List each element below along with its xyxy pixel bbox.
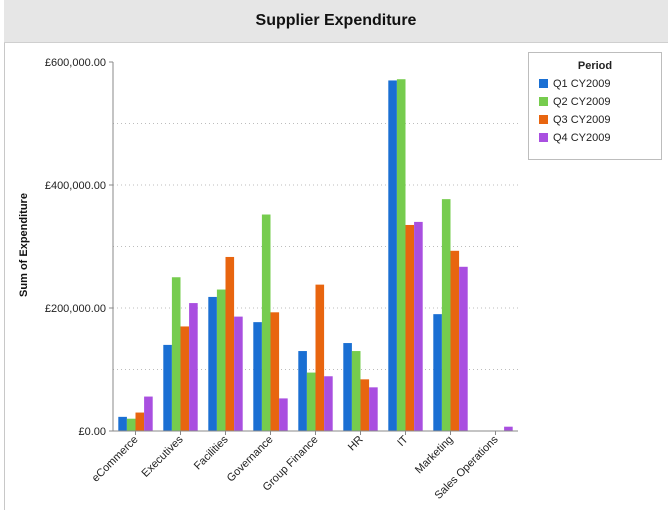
bar [234, 316, 243, 431]
legend-label: Q2 CY2009 [553, 96, 611, 108]
bar [396, 79, 406, 431]
bar [414, 221, 423, 431]
bar [405, 224, 415, 431]
bar [253, 322, 262, 431]
x-tick-label: Facilities [192, 433, 231, 472]
chart-title: Supplier Expenditure [255, 12, 417, 29]
bar [135, 412, 145, 431]
legend-swatch [539, 133, 548, 142]
x-tick-label: Executives [140, 433, 186, 479]
bar [433, 314, 442, 431]
x-tick-label: Marketing [413, 434, 456, 477]
bar [126, 418, 136, 431]
bar [306, 372, 316, 431]
legend-label: Q4 CY2009 [553, 132, 611, 144]
bar [360, 379, 370, 431]
x-tick-label: eCommerce [90, 434, 141, 485]
bar [208, 296, 217, 431]
bar [459, 266, 468, 431]
y-tick-label: £600,000.00 [45, 57, 106, 69]
legend-swatch [539, 97, 548, 106]
legend-label: Q3 CY2009 [553, 114, 611, 126]
bar [343, 343, 352, 431]
legend-item: Q3 CY2009 [529, 111, 661, 129]
bar [189, 303, 198, 431]
x-tick-label: IT [395, 433, 411, 449]
x-tick-label: HR [346, 434, 366, 454]
bar [163, 344, 172, 431]
bar [441, 199, 451, 431]
bar [261, 214, 271, 431]
legend-item: Q4 CY2009 [529, 129, 661, 147]
bar [279, 398, 288, 431]
bar [270, 312, 280, 431]
bar [351, 351, 361, 431]
bar [315, 284, 325, 431]
legend-title: Period [577, 60, 613, 72]
bar [388, 80, 397, 431]
bar [298, 351, 307, 431]
legend-swatch [539, 115, 548, 124]
legend-item: Q2 CY2009 [529, 93, 661, 111]
bar [118, 416, 127, 431]
bar [144, 396, 153, 431]
legend: Period Q1 CY2009 Q2 CY2009 Q3 CY2009 Q4 CY2… [528, 52, 662, 160]
bars [118, 79, 513, 431]
bar [369, 387, 378, 431]
legend-swatch [539, 79, 548, 88]
legend-item: Q1 CY2009 [529, 75, 661, 93]
bar [504, 426, 513, 431]
y-tick-label: £200,000.00 [45, 303, 106, 315]
bar [225, 256, 235, 431]
bar [171, 277, 181, 431]
y-tick-label: £400,000.00 [45, 180, 106, 192]
bar [180, 326, 190, 431]
y-tick-label: £0.00 [78, 426, 106, 438]
y-axis-label: Sum of Expenditure [18, 193, 30, 297]
bar [324, 376, 333, 431]
legend-label: Q1 CY2009 [553, 78, 611, 90]
chart-title-bar: Supplier Expenditure [4, 0, 668, 43]
bar [450, 250, 460, 431]
bar [216, 289, 226, 431]
